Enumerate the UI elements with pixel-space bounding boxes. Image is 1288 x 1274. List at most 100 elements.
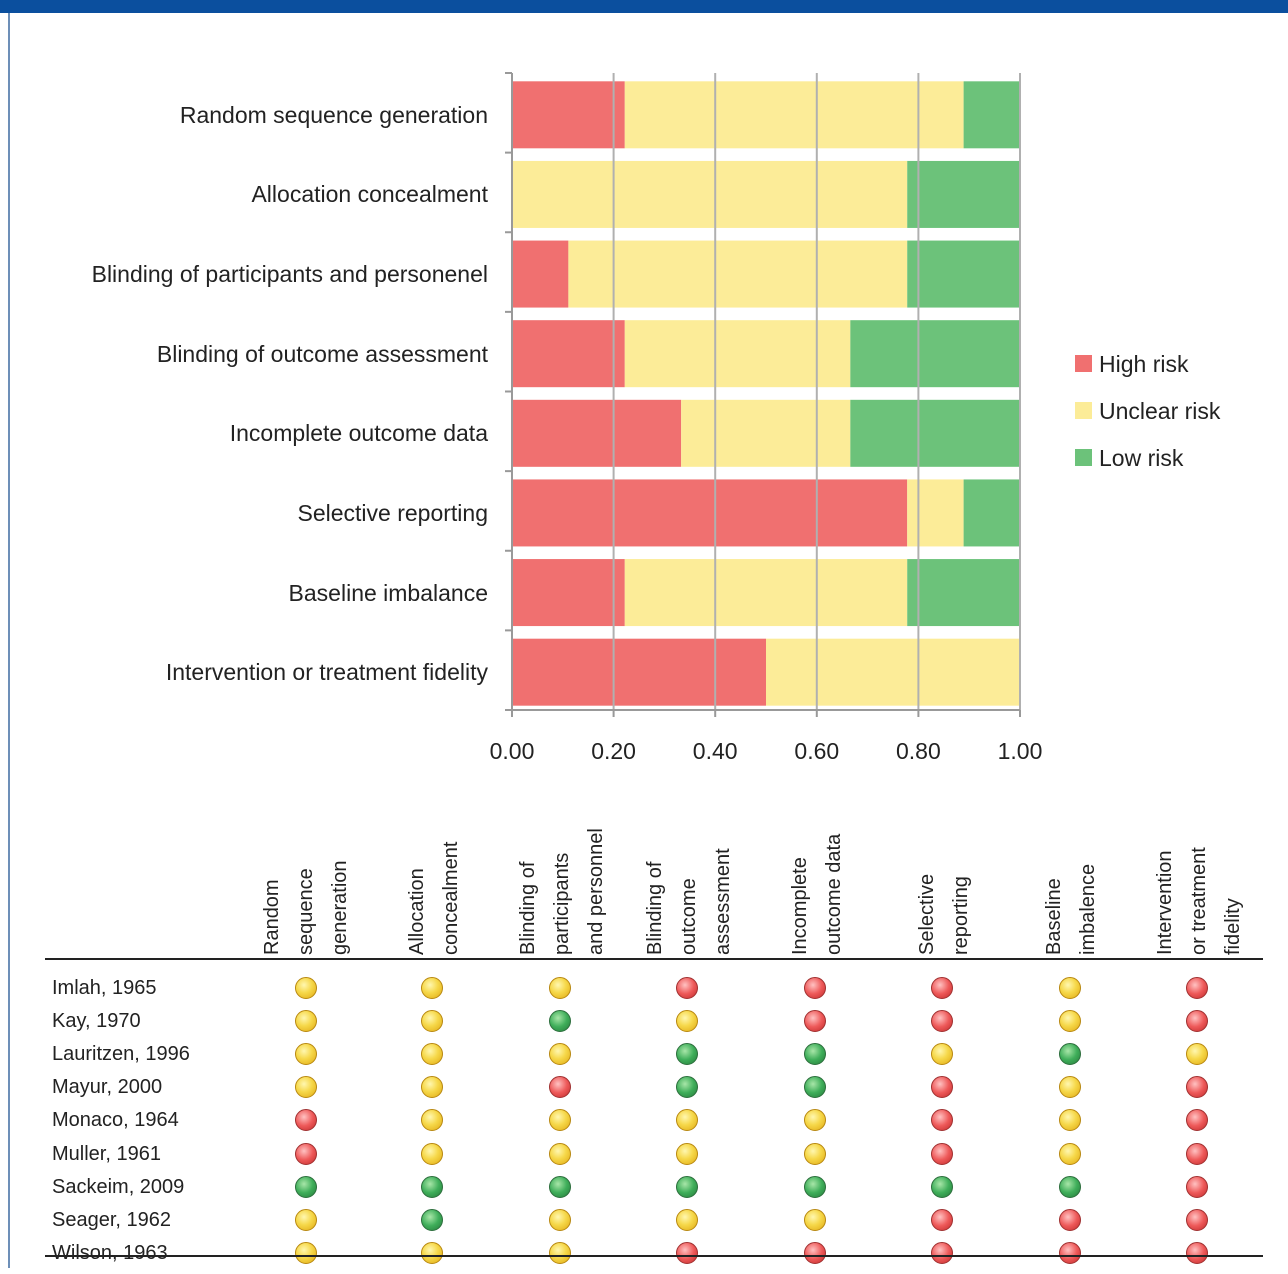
bar-segment bbox=[512, 81, 625, 149]
category-label: Blinding of participants and personenel bbox=[91, 261, 488, 288]
x-tick-label: 0.60 bbox=[794, 738, 840, 764]
study-label: Seager, 1962 bbox=[52, 1208, 171, 1231]
legend-label: Unclear risk bbox=[1099, 398, 1221, 424]
rating-dot-unclear bbox=[295, 1010, 317, 1033]
rating-dot-unclear bbox=[295, 1241, 317, 1264]
rating-dot-high bbox=[1186, 1076, 1208, 1099]
rating-dot-unclear bbox=[1059, 1109, 1081, 1132]
rating-dot-high bbox=[1186, 1010, 1208, 1033]
column-header: or treatment bbox=[1188, 847, 1210, 955]
column-header: Blinding of bbox=[644, 861, 666, 955]
bar-segment bbox=[850, 399, 1020, 467]
bar-segment bbox=[907, 559, 1020, 627]
category-label: Intervention or treatment fidelity bbox=[165, 659, 488, 686]
rating-dot-low bbox=[421, 1175, 443, 1198]
rating-dot-low bbox=[804, 1043, 826, 1066]
rating-dot-unclear bbox=[549, 1043, 571, 1066]
category-label: Incomplete outcome data bbox=[229, 420, 488, 447]
study-label: Kay, 1970 bbox=[52, 1010, 141, 1033]
rating-dot-high bbox=[931, 1010, 953, 1033]
bar-segment bbox=[907, 160, 1020, 228]
legend-label: High risk bbox=[1099, 351, 1189, 377]
column-header: fidelity bbox=[1222, 898, 1244, 955]
rating-dot-high bbox=[931, 1208, 953, 1231]
rating-dot-high bbox=[931, 1142, 953, 1165]
x-tick-label: 0.00 bbox=[489, 738, 535, 764]
legend-swatch bbox=[1075, 402, 1092, 419]
rating-dot-high bbox=[1186, 1142, 1208, 1165]
category-label: Selective reporting bbox=[297, 499, 489, 526]
rating-dot-unclear bbox=[804, 1109, 826, 1132]
rating-dot-unclear bbox=[421, 1109, 443, 1132]
bar-segment bbox=[512, 479, 908, 547]
bar-segment bbox=[512, 638, 766, 706]
bar-segment bbox=[624, 81, 964, 149]
bar-segment bbox=[512, 240, 569, 308]
rating-dot-unclear bbox=[1059, 977, 1081, 999]
study-label: Lauritzen, 1996 bbox=[52, 1043, 190, 1066]
column-header: imbalence bbox=[1077, 863, 1099, 955]
rating-dot-high bbox=[295, 1142, 317, 1165]
rating-dot-unclear bbox=[421, 977, 443, 999]
study-label: Mayur, 2000 bbox=[52, 1076, 163, 1099]
bar-segment bbox=[766, 638, 1020, 706]
rating-dot-high bbox=[1186, 977, 1208, 999]
table-bottom-rule bbox=[45, 1255, 1263, 1257]
bar-segment bbox=[512, 559, 625, 627]
rating-dot-unclear bbox=[421, 1076, 443, 1099]
column-header: Blinding of bbox=[517, 861, 539, 955]
rating-dot-unclear bbox=[804, 1208, 826, 1231]
rating-dot-unclear bbox=[1059, 1010, 1081, 1033]
legend-swatch bbox=[1075, 449, 1092, 466]
rating-dot-high bbox=[1186, 1109, 1208, 1132]
column-header: sequence bbox=[295, 868, 317, 955]
rating-dot-unclear bbox=[1186, 1043, 1208, 1066]
rating-dot-unclear bbox=[549, 1241, 571, 1264]
rating-dot-unclear bbox=[295, 1208, 317, 1231]
rating-dot-unclear bbox=[804, 1142, 826, 1165]
column-header: reporting bbox=[950, 876, 972, 955]
rating-dot-high bbox=[804, 1010, 826, 1033]
rating-dot-unclear bbox=[676, 1142, 698, 1165]
rating-dot-high bbox=[1186, 1208, 1208, 1231]
column-header: generation bbox=[329, 860, 351, 955]
x-tick-label: 0.40 bbox=[692, 738, 738, 764]
rating-dot-low bbox=[676, 1175, 698, 1198]
column-header: participants bbox=[551, 852, 573, 955]
study-label: Monaco, 1964 bbox=[52, 1109, 179, 1132]
rating-dot-high bbox=[931, 1109, 953, 1132]
rating-dot-unclear bbox=[676, 1010, 698, 1033]
study-label: Muller, 1961 bbox=[52, 1142, 161, 1165]
category-label: Blinding of outcome assessment bbox=[156, 340, 488, 367]
rating-dot-unclear bbox=[1059, 1142, 1081, 1165]
rating-dot-unclear bbox=[549, 977, 571, 999]
risk-of-bias-bar-chart bbox=[505, 72, 1021, 717]
x-tick-label: 1.00 bbox=[997, 738, 1043, 764]
bar-segment bbox=[907, 240, 1020, 308]
rating-dot-unclear bbox=[295, 1043, 317, 1066]
rating-dot-low bbox=[804, 1175, 826, 1198]
rating-dot-low bbox=[421, 1208, 443, 1231]
rating-dot-unclear bbox=[931, 1043, 953, 1066]
rating-dot-high bbox=[1186, 1241, 1208, 1264]
rating-dot-low bbox=[549, 1175, 571, 1198]
left-border bbox=[8, 13, 10, 1268]
bar-segment bbox=[963, 479, 1020, 547]
column-header: Incomplete bbox=[789, 857, 811, 955]
rating-dot-unclear bbox=[676, 1109, 698, 1132]
rating-dot-high bbox=[295, 1109, 317, 1132]
rating-dot-high bbox=[1186, 1175, 1208, 1198]
column-header: outcome data bbox=[823, 833, 845, 955]
bar-segment bbox=[963, 81, 1020, 149]
column-header: Intervention bbox=[1154, 850, 1176, 955]
rating-dot-high bbox=[931, 1241, 953, 1264]
top-banner bbox=[0, 0, 1288, 13]
rating-dot-unclear bbox=[421, 1043, 443, 1066]
rating-dot-unclear bbox=[549, 1109, 571, 1132]
column-header: Baseline bbox=[1043, 878, 1065, 955]
column-header: and personnel bbox=[585, 828, 607, 955]
x-tick-label: 0.80 bbox=[896, 738, 941, 764]
rating-dot-unclear bbox=[1059, 1076, 1081, 1099]
rating-dot-unclear bbox=[421, 1142, 443, 1165]
rating-dot-high bbox=[549, 1076, 571, 1099]
